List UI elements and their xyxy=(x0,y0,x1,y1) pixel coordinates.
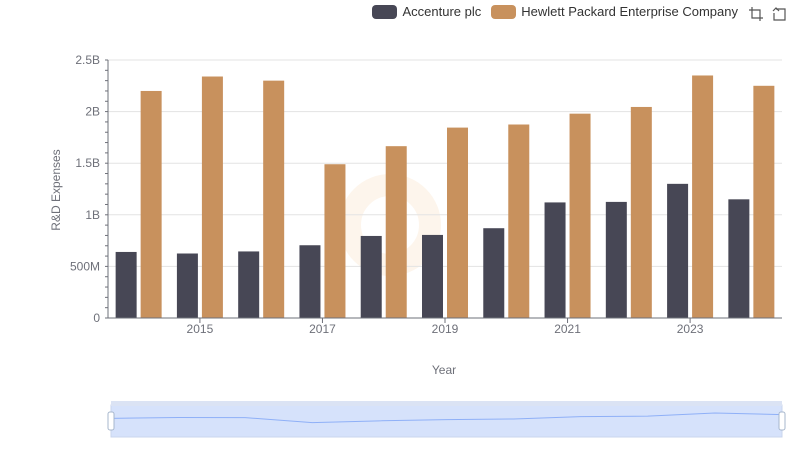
bar-accenture-2016[interactable] xyxy=(238,251,260,318)
slider-top-bar[interactable] xyxy=(111,401,782,406)
legend-label-hpe: Hewlett Packard Enterprise Company xyxy=(521,4,738,19)
bar-accenture-2023[interactable] xyxy=(667,183,689,318)
bar-accenture-2015[interactable] xyxy=(176,253,198,319)
y-tick-label: 500M xyxy=(70,259,100,273)
x-axis: 2015 2017 2019 2021 2023 xyxy=(108,317,782,336)
legend-item-accenture[interactable]: Accenture plc xyxy=(372,4,481,19)
x-tick-label: 2019 xyxy=(432,322,459,336)
bar-accenture-2020[interactable] xyxy=(483,228,505,318)
y-axis: 0 500M 1B 1.5B 2B 2.5B xyxy=(70,53,109,325)
bar-hpe-2018[interactable] xyxy=(385,146,407,318)
legend-swatch-hpe xyxy=(491,4,517,19)
y-tick-label: 2.5B xyxy=(75,53,100,67)
bar-accenture-2024[interactable] xyxy=(728,199,750,318)
bar-hpe-2015[interactable] xyxy=(201,76,223,319)
slider-preview-line xyxy=(110,412,783,424)
slider-track[interactable] xyxy=(110,404,783,438)
bar-accenture-2019[interactable] xyxy=(422,234,443,318)
bar-hpe-2020[interactable] xyxy=(508,124,530,319)
bar-hpe-2023[interactable] xyxy=(692,75,714,318)
bars xyxy=(115,75,775,319)
zoom-icon[interactable] xyxy=(748,6,764,22)
bar-hpe-2022[interactable] xyxy=(630,106,652,319)
bar-accenture-2014[interactable] xyxy=(115,251,137,318)
legend-swatch-accenture xyxy=(372,4,398,19)
y-tick-label: 1.5B xyxy=(75,156,100,170)
restore-icon[interactable] xyxy=(772,6,788,22)
x-tick-label: 2017 xyxy=(309,322,336,336)
bar-hpe-2016[interactable] xyxy=(263,80,285,318)
slider-handle-right[interactable] xyxy=(778,411,786,431)
bar-hpe-2024[interactable] xyxy=(753,85,775,318)
bar-accenture-2022[interactable] xyxy=(605,201,627,318)
legend-item-hpe[interactable]: Hewlett Packard Enterprise Company xyxy=(491,4,738,19)
y-tick-label: 2B xyxy=(85,105,100,119)
x-tick-label: 2015 xyxy=(187,322,214,336)
legend-label-accenture: Accenture plc xyxy=(402,4,482,19)
legend: Accenture plc Hewlett Packard Enterprise… xyxy=(372,4,738,19)
data-zoom-slider[interactable] xyxy=(107,401,786,438)
x-tick-label: 2021 xyxy=(554,322,581,336)
x-tick-label: 2023 xyxy=(677,322,704,336)
bar-hpe-2019[interactable] xyxy=(447,127,468,318)
bar-hpe-2014[interactable] xyxy=(140,90,162,319)
x-axis-title: Year xyxy=(432,363,456,377)
bar-hpe-2021[interactable] xyxy=(569,113,591,318)
bar-accenture-2017[interactable] xyxy=(299,245,321,318)
y-tick-label: 1B xyxy=(85,208,100,222)
bar-hpe-2017[interactable] xyxy=(324,164,346,318)
bar-accenture-2021[interactable] xyxy=(544,202,566,318)
toolbox xyxy=(748,6,788,22)
y-axis-title: R&D Expenses xyxy=(49,149,63,230)
bar-accenture-2018[interactable] xyxy=(360,235,382,318)
y-tick-label: 0 xyxy=(93,311,100,325)
slider-handle-left[interactable] xyxy=(107,411,115,431)
